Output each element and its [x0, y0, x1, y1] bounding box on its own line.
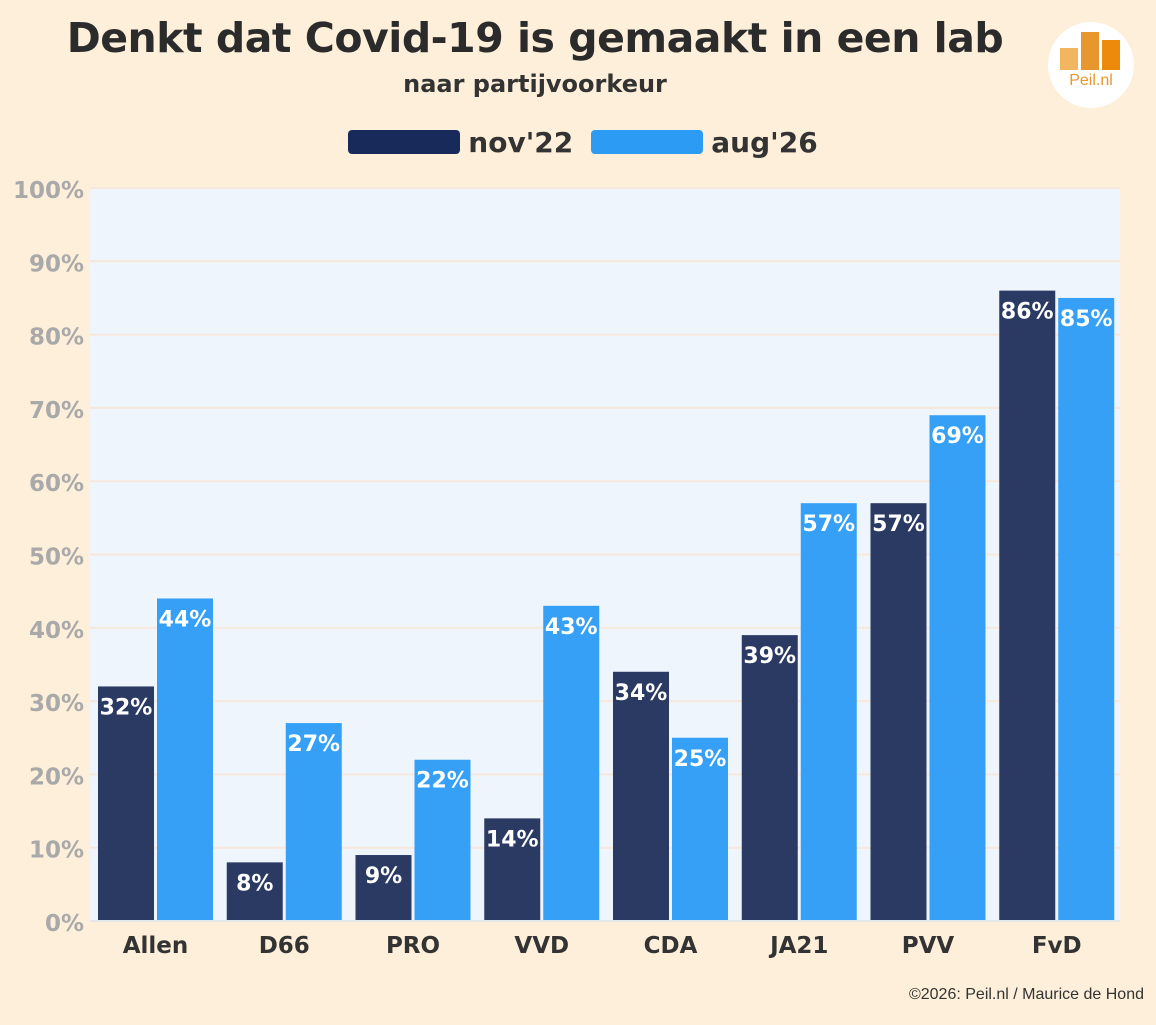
x-tick-label: PRO: [386, 933, 440, 959]
y-tick-label: 10%: [29, 838, 84, 864]
y-tick-label: 70%: [29, 398, 84, 424]
bar: [741, 635, 798, 921]
x-tick-label: D66: [259, 933, 310, 959]
bar-logo-icon: [1060, 32, 1120, 70]
data-label: 69%: [931, 424, 984, 449]
y-tick-label: 50%: [29, 545, 84, 571]
legend-item-nov22: nov'22: [348, 126, 573, 159]
bar: [98, 686, 154, 921]
data-label: 39%: [743, 644, 796, 669]
bar: [800, 503, 857, 921]
legend-swatch-aug26: [591, 130, 704, 154]
y-tick-label: 0%: [45, 911, 84, 937]
chart-title: Denkt dat Covid-19 is gemaakt in een lab: [66, 14, 1004, 62]
bar: [157, 598, 213, 921]
data-label: 9%: [365, 864, 402, 889]
data-label: 27%: [287, 732, 340, 757]
bar: [929, 415, 986, 921]
copyright-credit: ©2026: Peil.nl / Maurice de Hond: [908, 986, 1144, 1003]
legend-swatch-nov22: [348, 130, 461, 154]
data-label: 57%: [802, 512, 855, 537]
bar: [543, 605, 600, 921]
x-tick-label: VVD: [514, 933, 569, 959]
bar: [999, 290, 1056, 921]
y-tick-label: 60%: [29, 471, 84, 497]
data-label: 44%: [159, 607, 212, 632]
bar: [870, 503, 927, 921]
data-label: 25%: [674, 747, 727, 772]
data-label: 8%: [236, 871, 273, 896]
legend-label-aug26: aug'26: [711, 125, 818, 159]
legend-label-nov22: nov'22: [468, 125, 574, 159]
bar: [672, 737, 728, 921]
logo-text: Peil.nl: [1069, 72, 1113, 89]
bar: [226, 862, 283, 921]
bar: [1058, 297, 1115, 921]
y-tick-label: 80%: [29, 325, 84, 351]
peil-logo: Peil.nl: [1048, 22, 1134, 108]
x-tick-label: PVV: [902, 933, 955, 959]
data-label: 22%: [416, 769, 469, 794]
bar: [355, 855, 412, 921]
data-label: 57%: [872, 512, 925, 537]
y-tick-label: 30%: [29, 691, 84, 717]
chart-legend: nov'22 aug'26: [0, 122, 1156, 162]
bar: [484, 818, 541, 921]
y-tick-label: 40%: [29, 618, 84, 644]
y-tick-label: 90%: [29, 251, 84, 277]
x-tick-label: Allen: [123, 933, 189, 959]
y-tick-label: 100%: [13, 178, 84, 204]
bar: [414, 759, 471, 921]
data-label: 43%: [545, 615, 598, 640]
data-label: 86%: [1001, 300, 1054, 325]
x-tick-label: FvD: [1032, 933, 1082, 959]
x-tick-label: JA21: [768, 933, 828, 959]
data-label: 32%: [100, 695, 153, 720]
y-tick-label: 20%: [29, 764, 84, 790]
legend-item-aug26: aug'26: [591, 125, 818, 159]
bar: [613, 671, 669, 921]
data-label: 34%: [615, 681, 668, 706]
data-label: 85%: [1060, 307, 1113, 332]
bar: [285, 723, 342, 921]
x-tick-label: CDA: [644, 933, 698, 959]
chart-subtitle: naar partijvoorkeur: [403, 70, 667, 98]
data-label: 14%: [486, 827, 539, 852]
